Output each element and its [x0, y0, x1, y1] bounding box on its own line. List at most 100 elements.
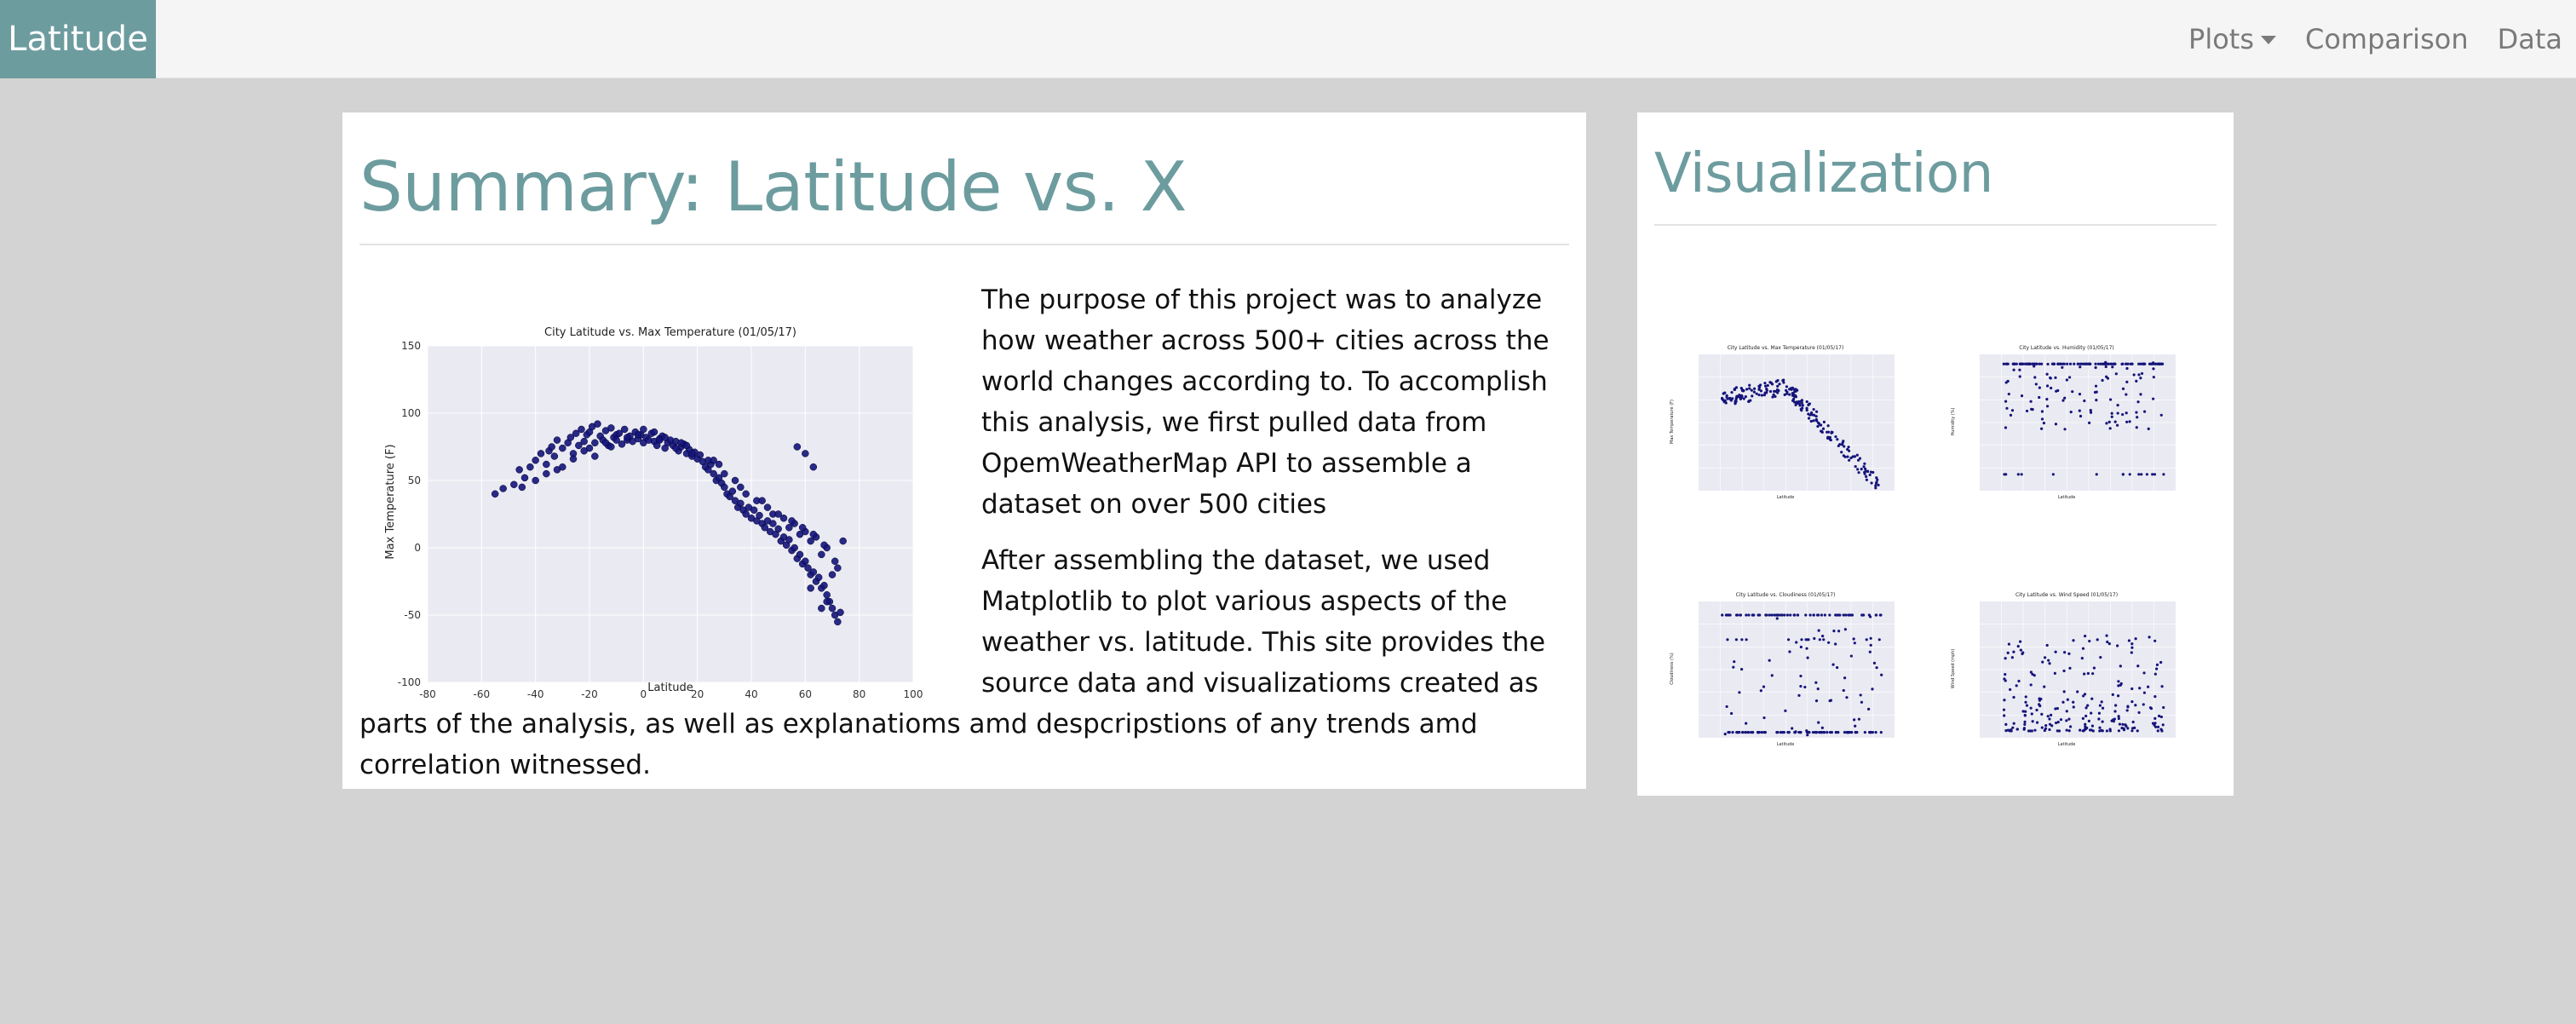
- thumb-data-point: [1791, 399, 1795, 402]
- thumb-data-point: [1831, 663, 1835, 666]
- thumb-data-point: [2056, 729, 2059, 733]
- thumb-humidity-title: City Latitude vs. Humidity (01/05/17): [2019, 345, 2114, 351]
- data-point: [553, 466, 561, 474]
- thumb-data-point: [2054, 721, 2058, 724]
- visualization-divider: [1654, 223, 2217, 226]
- thumb-data-point: [2159, 660, 2163, 664]
- thumb-data-point: [2068, 666, 2072, 670]
- nav-plots-dropdown[interactable]: Plots: [2188, 23, 2276, 55]
- thumb-max-temp[interactable]: City Latitude vs. Max Temperature (01/05…: [1665, 332, 1895, 503]
- thumb-data-point: [1868, 650, 1872, 653]
- thumb-data-point: [1836, 665, 1839, 669]
- thumb-data-point: [1792, 388, 1797, 391]
- thumb-data-point: [2094, 362, 2097, 365]
- thumb-data-point: [2038, 362, 2041, 365]
- thumb-data-point: [2090, 697, 2094, 700]
- thumb-data-point: [2004, 722, 2008, 726]
- thumb-data-point: [2025, 704, 2029, 707]
- thumb-data-point: [1776, 613, 1780, 617]
- thumb-cloudiness[interactable]: City Latitude vs. Cloudiness (01/05/17) …: [1665, 579, 1895, 750]
- thumb-data-point: [2096, 638, 2099, 641]
- thumb-humidity[interactable]: City Latitude vs. Humidity (01/05/17) La…: [1946, 332, 2176, 503]
- thumb-data-point: [2113, 717, 2116, 721]
- thumb-data-point: [1816, 687, 1820, 690]
- thumb-data-point: [1748, 387, 1751, 390]
- brand-link[interactable]: Latitude: [0, 0, 156, 78]
- data-point: [594, 420, 601, 428]
- thumb-data-point: [1770, 383, 1774, 386]
- thumb-data-point: [1762, 393, 1767, 396]
- thumb-data-point: [1853, 718, 1856, 722]
- data-point: [763, 503, 772, 511]
- thumb-data-point: [1757, 393, 1761, 396]
- data-point: [791, 544, 798, 552]
- thumb-data-point: [1759, 688, 1762, 693]
- thumb-humidity-xlabel: Latitude: [2058, 495, 2076, 500]
- thumb-data-point: [2110, 362, 2113, 365]
- thumb-data-point: [2152, 367, 2155, 371]
- thumb-data-point: [2045, 405, 2050, 408]
- data-point: [696, 451, 704, 459]
- tick-labels: -80 -60 -40 -20 0 20 40 60 80 100 -100 -50 0 50 100 150: [398, 340, 923, 700]
- thumb-data-point: [1838, 613, 1842, 617]
- visualization-panel: Visualization City Latitude vs. Max Temp…: [1637, 112, 2234, 796]
- thumb-data-point: [2061, 700, 2065, 704]
- data-point: [837, 608, 844, 617]
- data-point: [585, 444, 594, 452]
- data-point: [580, 437, 588, 446]
- thumb-data-point: [1805, 406, 1808, 410]
- data-point: [823, 591, 831, 599]
- thumb-data-point: [2010, 408, 2015, 412]
- thumb-data-point: [2105, 634, 2108, 637]
- thumb-data-point: [2035, 721, 2039, 724]
- thumb-data-point: [1742, 397, 1745, 400]
- thumb-data-point: [1807, 730, 1810, 733]
- thumb-data-point: [1814, 414, 1818, 418]
- x-tick-label: 40: [745, 688, 757, 700]
- thumb-wind-speed-ylabel: Wind Speed (mph): [1951, 648, 1956, 688]
- thumb-data-point: [2048, 661, 2051, 665]
- thumb-data-point: [1800, 399, 1804, 402]
- thumb-data-point: [2029, 683, 2033, 687]
- x-tick-label: 20: [691, 688, 704, 700]
- thumb-data-point: [2066, 698, 2069, 701]
- thumb-data-point: [2125, 420, 2129, 423]
- summary-paragraph-2: After assembling the dataset, we used Ma…: [359, 545, 1546, 780]
- data-point: [774, 525, 782, 533]
- thumb-cloudiness-xlabel: Latitude: [1777, 742, 1795, 747]
- thumb-data-point: [1865, 475, 1868, 478]
- thumb-data-point: [2130, 687, 2134, 690]
- data-point: [559, 444, 566, 452]
- thumb-data-point: [2089, 408, 2092, 412]
- thumb-data-point: [2152, 361, 2155, 365]
- thumb-data-point: [1768, 380, 1772, 384]
- thumb-data-point: [1805, 400, 1808, 403]
- chart-title: City Latitude vs. Max Temperature (01/05…: [544, 326, 796, 339]
- summary-text: The purpose of this project was to analy…: [359, 279, 1569, 785]
- thumb-data-point: [1835, 730, 1838, 733]
- thumb-data-point: [2157, 362, 2160, 365]
- thumb-data-point: [2097, 717, 2101, 721]
- thumb-data-point: [1738, 690, 1741, 694]
- thumb-data-point: [2027, 729, 2031, 733]
- thumb-data-point: [1748, 383, 1751, 387]
- thumb-data-point: [2117, 728, 2121, 733]
- nav-comparison-link[interactable]: Comparison: [2305, 23, 2469, 55]
- thumb-data-point: [1747, 400, 1751, 403]
- thumb-data-point: [2130, 651, 2133, 654]
- thumb-data-point: [2068, 362, 2073, 365]
- thumb-data-point: [1785, 385, 1789, 388]
- nav-data-link[interactable]: Data: [2497, 23, 2562, 55]
- thumb-data-point: [1817, 421, 1820, 424]
- thumb-data-point: [2084, 362, 2088, 365]
- data-point: [828, 604, 837, 613]
- thumb-data-point: [1834, 613, 1837, 617]
- thumb-data-point: [2121, 412, 2125, 416]
- data-point: [672, 444, 680, 452]
- thumb-data-point: [2096, 362, 2101, 365]
- x-tick-label: -60: [474, 688, 491, 700]
- data-point: [798, 524, 807, 532]
- thumb-wind-speed[interactable]: City Latitude vs. Wind Speed (01/05/17) …: [1946, 579, 2176, 750]
- thumb-data-point: [2116, 423, 2119, 427]
- thumb-data-point: [2147, 427, 2150, 430]
